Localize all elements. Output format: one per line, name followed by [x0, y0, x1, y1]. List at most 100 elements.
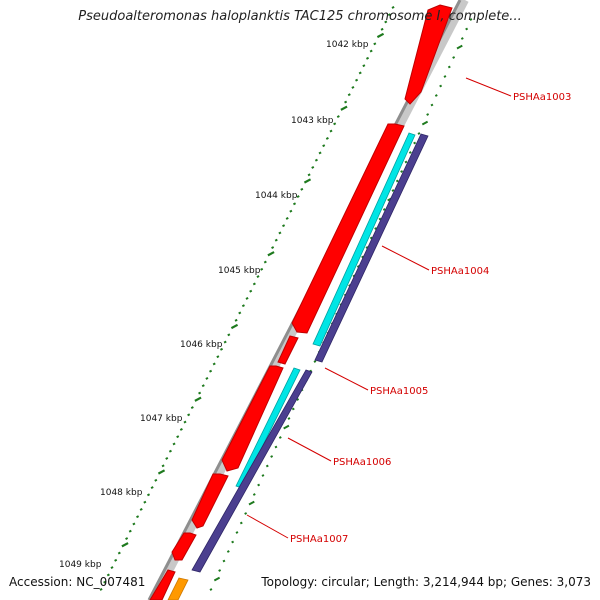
- inner-minor-tick: [469, 18, 473, 21]
- ruler-minor-tick: [333, 122, 337, 126]
- ruler-minor-tick: [219, 347, 224, 351]
- inner-minor-tick: [408, 151, 412, 154]
- inner-minor-tick: [265, 464, 269, 468]
- gene-arrow-1004: [291, 123, 405, 334]
- inner-minor-tick: [222, 559, 226, 563]
- ruler-minor-tick: [216, 355, 220, 359]
- ruler-minor-tick: [274, 238, 278, 242]
- inner-major-tick: [213, 576, 221, 582]
- gene-arrow-1008: [149, 569, 176, 600]
- ruler-minor-tick: [347, 93, 351, 97]
- ruler-minor-tick: [150, 486, 154, 490]
- ruler-minor-tick: [384, 20, 388, 24]
- inner-minor-tick: [313, 360, 317, 363]
- inner-minor-tick: [239, 521, 243, 525]
- ruler-minor-tick: [249, 289, 253, 293]
- inner-minor-tick: [261, 474, 265, 477]
- ruler-major-tick: [303, 178, 312, 184]
- kbp-labels: 1042 kbp 1043 kbp 1044 kbp 1045 kbp 1046…: [59, 40, 369, 570]
- inner-minor-tick: [296, 398, 300, 401]
- inner-minor-tick: [395, 179, 399, 183]
- inner-minor-tick: [287, 417, 291, 420]
- gene-arrow-1007a: [191, 473, 229, 529]
- inner-minor-tick: [460, 37, 464, 40]
- ruler-minor-tick: [132, 522, 136, 526]
- inner-minor-tick: [257, 483, 261, 487]
- ruler-minor-tick: [282, 224, 286, 228]
- inner-major-tick: [421, 120, 429, 126]
- map-title: Pseudoalteromonas haloplanktis TAC125 ch…: [78, 9, 522, 24]
- ruler-minor-tick: [318, 151, 322, 155]
- inner-major-tick: [456, 44, 463, 50]
- inner-minor-tick: [209, 588, 213, 591]
- ruler-minor-tick: [380, 27, 384, 31]
- inner-major-tick: [248, 500, 255, 506]
- ruler-minor-tick: [223, 340, 227, 344]
- label-leaders: [246, 77, 512, 539]
- ruler-minor-tick: [212, 362, 216, 366]
- inner-minor-tick: [452, 56, 456, 59]
- ruler-minor-tick: [154, 478, 158, 482]
- ruler-major-tick: [340, 105, 348, 111]
- ruler-minor-tick: [292, 202, 297, 206]
- inner-minor-tick: [270, 455, 274, 458]
- feature-1004: [314, 133, 429, 363]
- ruler-minor-tick: [351, 86, 355, 89]
- feature-track: [191, 133, 429, 573]
- ruler-major-tick: [267, 251, 275, 257]
- ruler-minor-tick: [183, 420, 187, 424]
- inner-minor-tick: [426, 113, 430, 116]
- kbp-label-1044: 1044 kbp: [255, 191, 298, 201]
- ruler-minor-tick: [336, 115, 340, 119]
- ruler-minor-tick: [168, 449, 172, 453]
- ruler-minor-tick: [165, 457, 169, 460]
- ruler-minor-tick: [117, 551, 121, 555]
- inner-minor-tick: [391, 189, 395, 192]
- inner-minor-tick: [252, 493, 256, 496]
- ruler-minor-tick: [106, 573, 110, 577]
- ruler-minor-tick: [114, 558, 118, 562]
- ruler-minor-tick: [325, 136, 329, 140]
- ruler-minor-tick: [263, 260, 267, 264]
- gene-label-1005[interactable]: PSHAa1005: [370, 386, 428, 397]
- inner-minor-tick: [374, 227, 378, 230]
- inner-minor-tick: [417, 132, 421, 135]
- ruler-minor-tick: [227, 333, 231, 337]
- inner-minor-tick: [465, 27, 469, 31]
- ruler-major-tick: [194, 396, 202, 402]
- ruler-minor-tick: [245, 296, 249, 300]
- ruler-minor-tick: [344, 100, 348, 104]
- ruler-minor-tick: [143, 500, 147, 504]
- ruler-minor-tick: [362, 64, 366, 68]
- kbp-label-1048: 1048 kbp: [100, 488, 143, 498]
- ruler-minor-tick: [322, 144, 326, 148]
- ruler-minor-tick: [161, 464, 165, 468]
- ruler-minor-tick: [238, 311, 242, 315]
- ruler-minor-tick: [278, 231, 282, 235]
- ruler-minor-tick: [176, 435, 180, 439]
- inner-minor-tick: [413, 141, 417, 145]
- ruler-minor-tick: [307, 173, 311, 177]
- inner-minor-tick: [447, 65, 451, 69]
- gene-label-1003[interactable]: PSHAa1003: [513, 92, 571, 103]
- ruler-minor-tick: [110, 566, 114, 570]
- gene-label-1007[interactable]: PSHAa1007: [290, 534, 348, 545]
- ruler-minor-tick: [271, 246, 275, 249]
- ruler-minor-tick: [241, 304, 245, 308]
- ruler-minor-tick: [198, 391, 202, 395]
- cds-1004: [312, 132, 416, 347]
- ruler-minor-tick: [146, 493, 151, 497]
- ruler-minor-tick: [128, 529, 132, 533]
- ruler-minor-tick: [369, 49, 373, 53]
- kbp-label-1046: 1046 kbp: [180, 340, 223, 350]
- ruler-minor-tick: [99, 587, 103, 591]
- gene-arrow-1005: [277, 335, 299, 365]
- inner-minor-tick: [274, 445, 278, 449]
- inner-minor-tick: [439, 84, 443, 88]
- kbp-label-1042: 1042 kbp: [326, 40, 369, 50]
- gene-arrow-1006: [221, 365, 284, 472]
- gene-label-1006[interactable]: PSHAa1006: [333, 457, 391, 468]
- gene-arrow-1003: [404, 4, 453, 105]
- gene-label-1004[interactable]: PSHAa1004: [431, 266, 489, 277]
